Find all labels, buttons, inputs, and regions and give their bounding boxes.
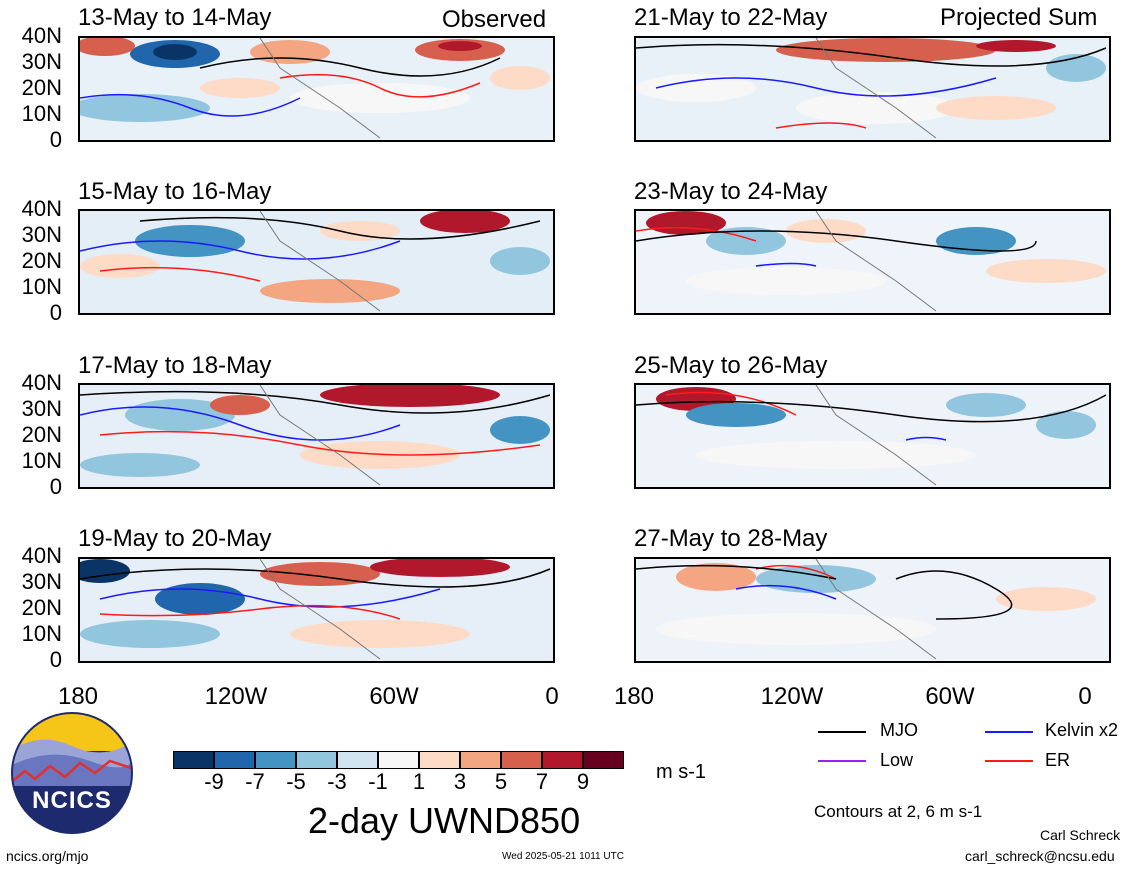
colorbar-label: 5 <box>494 769 508 794</box>
x-tick-label: 60W <box>369 683 419 710</box>
legend-line-er <box>985 760 1033 762</box>
y-tick-label: 10N <box>21 274 62 299</box>
panel-title: 23-May to 24-May <box>634 178 828 205</box>
panel-title: 17-May to 18-May <box>78 352 272 379</box>
y-tick-label: 20N <box>21 248 62 273</box>
observed-label: Observed <box>442 6 547 33</box>
colorbar-swatch <box>337 751 378 769</box>
x-tick-label: 120W <box>204 683 268 710</box>
panel-title: 21-May to 22-May <box>634 4 828 31</box>
legend-label: MJO <box>880 720 918 740</box>
legend-label: ER <box>1045 750 1071 770</box>
panel-title: 19-May to 20-May <box>78 525 272 552</box>
y-tick-label: 40N <box>21 370 62 395</box>
colorbar-label: -7 <box>245 769 265 794</box>
panel-title: 15-May to 16-May <box>78 178 272 205</box>
colorbar-label: -1 <box>368 769 388 794</box>
panel-title: 25-May to 26-May <box>634 352 828 379</box>
panel-title: 27-May to 28-May <box>634 525 828 552</box>
colorbar-swatch <box>214 751 255 769</box>
x-tick-label: 60W <box>925 683 975 710</box>
colorbar-label: 7 <box>535 769 549 794</box>
colorbar-label: -3 <box>327 769 347 794</box>
map-panel <box>78 209 555 315</box>
legend-line-mjo <box>818 731 866 733</box>
colorbar-swatch <box>378 751 419 769</box>
y-tick-label: 10N <box>21 621 62 646</box>
colorbar-swatch <box>173 751 214 769</box>
y-tick-label: 40N <box>21 23 62 48</box>
ncics-logo: NCICS <box>10 711 134 835</box>
y-tick-label: 30N <box>21 222 62 247</box>
x-tick-label: 0 <box>1078 683 1092 710</box>
field-title: 2-day UWND850 <box>308 800 581 841</box>
y-tick-label: 30N <box>21 49 62 74</box>
map-panel <box>634 557 1111 663</box>
x-tick-label: 180 <box>57 683 99 710</box>
y-tick-label: 40N <box>21 543 62 568</box>
colorbar-swatch <box>583 751 624 769</box>
colorbar-label: -9 <box>204 769 224 794</box>
contours-note: Contours at 2, 6 m s-1 <box>814 802 983 821</box>
colorbar-units: m s-1 <box>656 761 706 783</box>
y-tick-label: 0 <box>49 474 62 499</box>
legend-line-low <box>818 760 866 762</box>
y-tick-label: 10N <box>21 448 62 473</box>
x-tick-label: 180 <box>613 683 655 710</box>
footer-author: Carl Schreck <box>1040 827 1121 843</box>
map-panel <box>78 383 555 489</box>
x-tick-label: 120W <box>760 683 824 710</box>
y-tick-label: 30N <box>21 396 62 421</box>
panel-title: 13-May to 14-May <box>78 4 272 31</box>
y-tick-label: 20N <box>21 595 62 620</box>
map-panel <box>78 36 555 142</box>
y-tick-label: 0 <box>49 647 62 672</box>
colorbar-label: -5 <box>286 769 306 794</box>
y-tick-label: 40N <box>21 196 62 221</box>
y-tick-label: 0 <box>49 300 62 325</box>
y-tick-label: 30N <box>21 569 62 594</box>
x-tick-label: 0 <box>545 683 559 710</box>
colorbar-swatch <box>460 751 501 769</box>
map-panel <box>634 209 1111 315</box>
y-tick-label: 10N <box>21 101 62 126</box>
projected-sum-label: Projected Sum <box>940 4 1098 31</box>
colorbar-label: 3 <box>453 769 467 794</box>
footer-url: ncics.org/mjo <box>6 848 89 864</box>
colorbar-label: 1 <box>412 769 426 794</box>
map-panel <box>78 557 555 663</box>
colorbar-label: 9 <box>576 769 590 794</box>
logo-text: NCICS <box>32 787 112 814</box>
colorbar-swatch <box>255 751 296 769</box>
footer-timestamp: Wed 2025-05-21 1011 UTC <box>502 851 624 862</box>
colorbar-swatch <box>542 751 583 769</box>
colorbar-swatch <box>296 751 337 769</box>
map-panel <box>634 383 1111 489</box>
y-tick-label: 20N <box>21 422 62 447</box>
y-tick-label: 20N <box>21 75 62 100</box>
footer-email: carl_schreck@ncsu.edu <box>965 848 1115 864</box>
colorbar-swatch <box>419 751 460 769</box>
legend-label: Low <box>880 750 914 770</box>
legend-line-kelvin <box>985 731 1033 733</box>
y-tick-label: 0 <box>49 127 62 152</box>
legend-label: Kelvin x2 <box>1045 720 1119 740</box>
map-panel <box>634 36 1111 142</box>
colorbar-swatch <box>501 751 542 769</box>
